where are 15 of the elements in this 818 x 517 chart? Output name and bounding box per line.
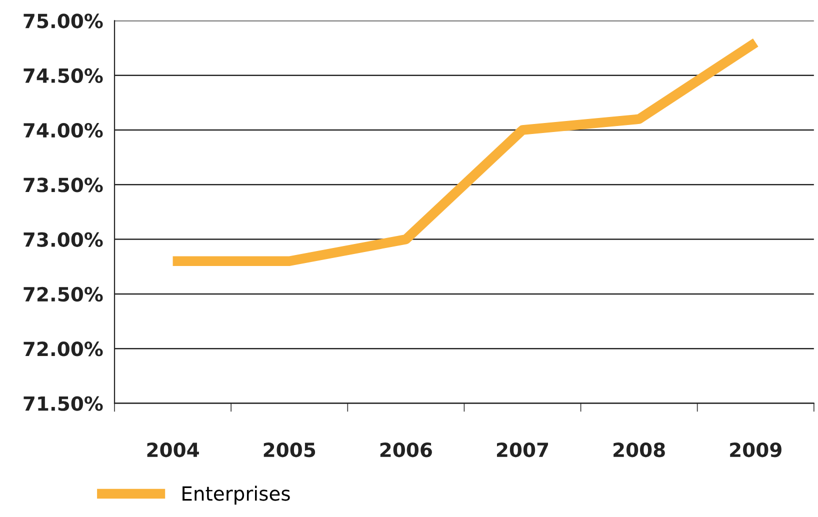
x-tick-label: 2005 (264, 442, 316, 458)
x-tick-label: 2009 (730, 442, 782, 458)
x-tick-label: 2006 (380, 442, 432, 458)
y-tick-label: 75.00% (24, 14, 103, 28)
y-tick-label: 71.50% (24, 396, 103, 411)
x-tick-label: 2007 (496, 442, 548, 458)
y-tick-label: 73.00% (24, 232, 103, 247)
y-tick-label: 74.00% (24, 122, 103, 138)
y-tick-label: 73.50% (24, 178, 103, 192)
x-tick-label: 2008 (614, 442, 665, 458)
y-tick-label: 72.00% (24, 342, 103, 356)
x-tick-label: 2004 (147, 442, 199, 458)
y-tick-label: 74.50% (24, 68, 103, 83)
legend-label: Enterprises (182, 486, 290, 505)
y-tick-label: 72.50% (24, 286, 103, 302)
